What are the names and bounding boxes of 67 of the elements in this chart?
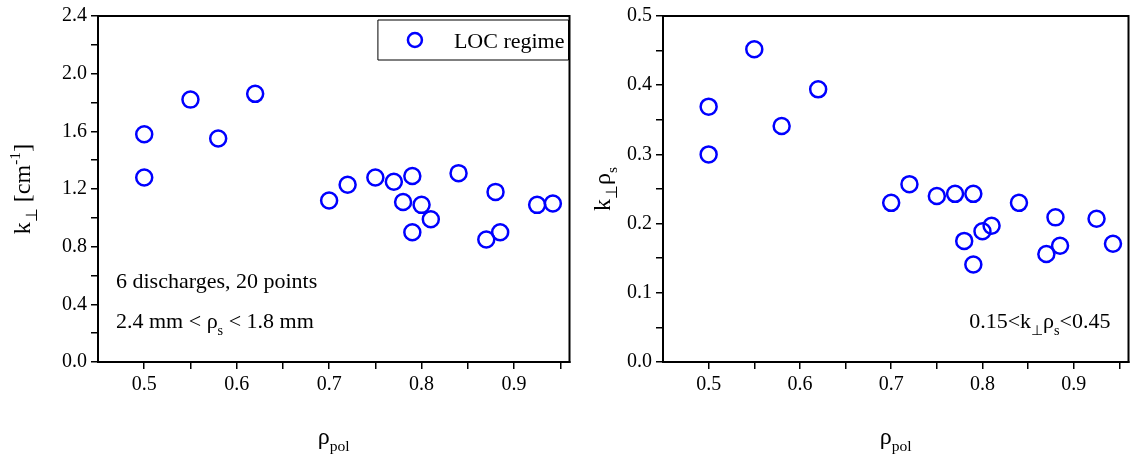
point [486,182,505,202]
point [319,191,339,210]
point [945,184,965,204]
x-tick-label: 0.8 [409,372,435,395]
point [527,195,547,215]
point [699,145,718,164]
point [403,166,422,186]
point [1050,236,1070,255]
point [403,223,422,242]
y-tick-label: 2.0 [62,60,87,83]
x-tick-label: 0.8 [969,372,995,395]
point [1046,208,1065,227]
point [384,172,404,192]
point [772,116,791,136]
x-tick-label: 0.7 [878,372,904,395]
x-tick-label: 0.6 [787,372,813,395]
y-tick-label: 0.4 [62,291,87,314]
y-tick-label: 0.4 [627,72,652,95]
point [208,129,228,148]
annotation: 6 discharges, 20 points [116,268,318,293]
point [393,192,413,212]
point [900,174,919,194]
point [245,84,265,104]
point [973,221,992,241]
point [1037,244,1056,264]
point [421,210,441,229]
x-tick-label: 0.7 [316,372,342,395]
point [134,168,154,187]
point [134,124,154,144]
point [366,168,385,187]
point [1009,193,1029,213]
y-tick-label: 1.6 [62,118,87,141]
y-tick-label: 2.4 [62,3,87,26]
point [449,163,468,183]
point [477,230,496,249]
point [808,80,828,99]
point [964,255,983,274]
point [745,39,764,59]
y-axis-title: k⊥ρs [589,166,621,212]
x-tick-label: 0.9 [1061,372,1087,395]
point [543,194,563,213]
point [412,195,431,215]
y-tick-label: 0.0 [627,349,652,372]
point [338,175,357,194]
x-tick-label: 0.5 [696,372,722,395]
y-tick-label: 1.2 [62,176,87,199]
point [964,184,983,204]
x-tick-label: 0.6 [224,372,250,395]
y-tick-label: 0.0 [62,349,87,372]
point [699,97,718,116]
x-tick-label: 0.5 [131,372,157,395]
y-axis-title: k⊥ [cm-1] [6,143,41,235]
x-tick-label: 0.9 [501,372,527,395]
point [181,90,200,109]
y-tick-label: 0.5 [627,3,652,26]
point [1087,209,1106,229]
point [982,216,1001,235]
legend-label: LOC regime [453,28,565,53]
point [881,193,901,213]
point [954,231,974,251]
y-tick-label: 0.2 [627,210,652,233]
y-tick-label: 0.8 [62,233,87,256]
point [1103,234,1123,253]
point [927,186,947,206]
point [490,223,510,242]
y-tick-label: 0.1 [627,280,652,303]
y-tick-label: 0.3 [627,141,652,164]
